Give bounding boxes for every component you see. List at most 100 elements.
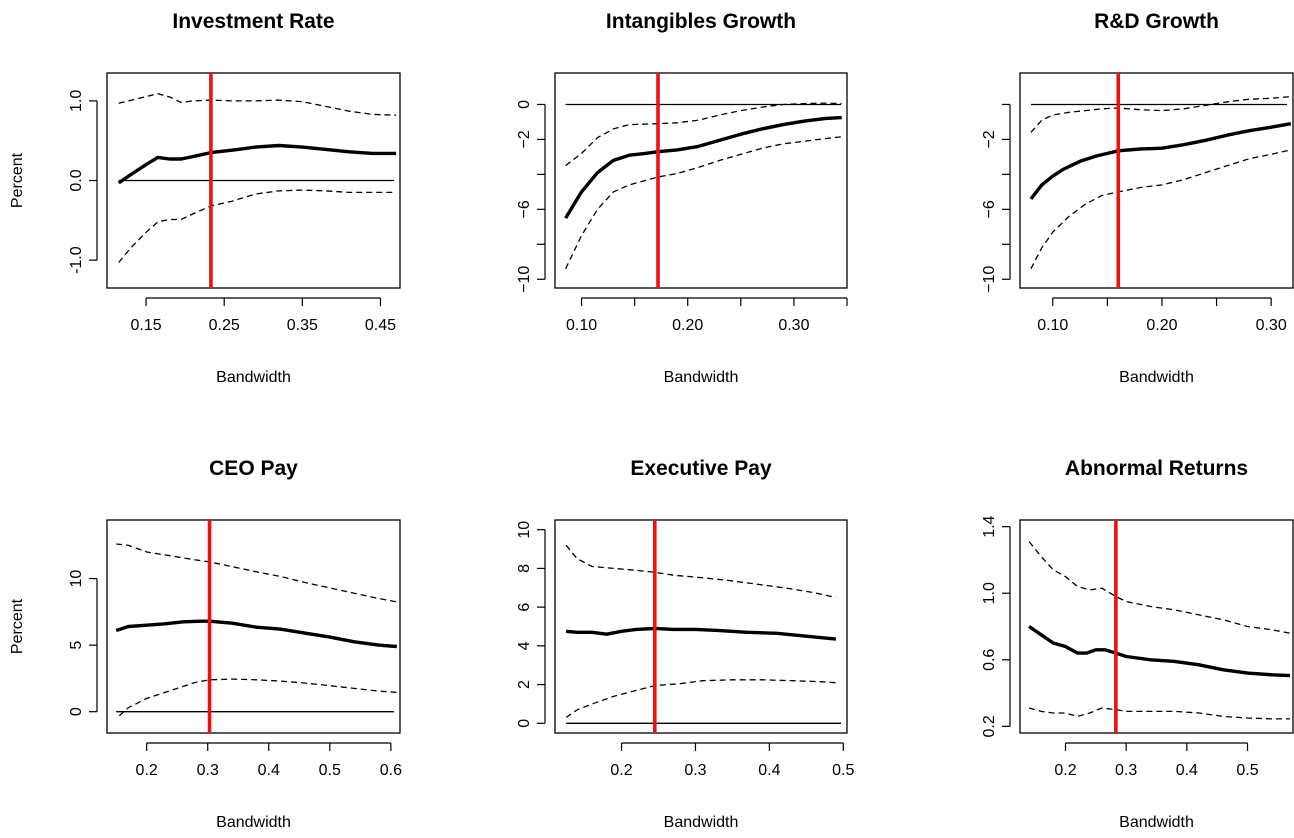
- x-tick-label: 0.5: [832, 762, 854, 779]
- x-tick-label: 0.2: [1054, 762, 1076, 779]
- y-tick-label: -1.0: [68, 246, 85, 274]
- panel-3: R&D Growth 0.10 0.20 0.30 Bandwidth −10 −6 −2: [981, 10, 1294, 386]
- y-tick-label: 1.4: [981, 515, 998, 537]
- upper-ci-line: [565, 544, 837, 599]
- x-tick-label: 0.5: [319, 762, 341, 779]
- plot-frame: [554, 72, 848, 289]
- upper-ci-line: [116, 543, 398, 603]
- x-tick-label: 0.3: [1115, 762, 1137, 779]
- estimate-line: [564, 115, 842, 219]
- panel-title: CEO Pay: [209, 457, 298, 480]
- x-tick-label: 0.15: [130, 317, 161, 334]
- estimate-line: [565, 626, 837, 641]
- x-tick-label: 0.45: [365, 317, 396, 334]
- y-tick-label: 5: [68, 641, 85, 650]
- y-tick-label: −2: [516, 130, 533, 148]
- y-tick-label: −6: [981, 200, 998, 218]
- upper-ci-line: [118, 93, 397, 116]
- x-tick-label: 0.35: [287, 317, 318, 334]
- x-tick-label: 0.4: [758, 762, 780, 779]
- x-tick-label: 0.10: [566, 317, 597, 334]
- y-tick-label: −10: [516, 266, 533, 293]
- y-axis: 0 5 10: [68, 570, 98, 716]
- plot-frame: [1019, 519, 1294, 734]
- x-tick-label: 0.25: [209, 317, 240, 334]
- y-axis: 0 2 4 6 8 10: [516, 521, 546, 728]
- y-axis: −10 −6 −2: [981, 103, 1011, 293]
- x-axis: 0.10 0.20 0.30: [566, 297, 848, 334]
- y-axis-label: Percent: [9, 598, 26, 654]
- panel-title: Intangibles Growth: [606, 10, 796, 33]
- x-tick-label: 0.4: [258, 762, 280, 779]
- x-axis: 0.10 0.20 0.30: [1037, 297, 1287, 334]
- x-tick-label: 0.5: [1236, 762, 1258, 779]
- estimate-line: [115, 619, 398, 649]
- y-tick-label: 4: [516, 641, 533, 650]
- y-tick-label: 0: [516, 719, 533, 728]
- estimate-line: [1029, 122, 1292, 200]
- y-tick-label: −6: [516, 200, 533, 218]
- x-tick-label: 0.30: [778, 317, 809, 334]
- plot-frame: [554, 519, 848, 734]
- lower-ci-line: [118, 189, 397, 263]
- x-axis: 0.2 0.3 0.4 0.5: [1054, 742, 1259, 779]
- x-axis: 0.2 0.3 0.4 0.5: [610, 742, 855, 779]
- lower-ci-line: [1030, 149, 1291, 270]
- x-tick-label: 0.2: [136, 762, 158, 779]
- plot-frame: [106, 519, 401, 734]
- x-axis-label: Bandwidth: [216, 369, 291, 386]
- y-tick-label: −2: [981, 130, 998, 148]
- panel-title: R&D Growth: [1094, 10, 1219, 33]
- y-tick-label: 0: [68, 707, 85, 716]
- y-tick-label: 0.0: [68, 169, 85, 191]
- estimate-line: [117, 143, 397, 185]
- y-axis: −10 −6 −2 0: [516, 100, 546, 293]
- estimate-line: [1028, 625, 1291, 678]
- x-tick-label: 0.30: [1256, 317, 1287, 334]
- panel-6: Abnormal Returns 0.2 0.3 0.4 0.5 Bandwidth 0.2…: [981, 457, 1294, 831]
- x-axis: 0.2 0.3 0.4 0.5 0.6: [136, 742, 402, 779]
- y-tick-label: 10: [68, 570, 85, 588]
- y-axis-label: Percent: [9, 152, 26, 208]
- y-tick-label: 10: [516, 521, 533, 539]
- y-axis: 0.2 0.6 1.0 1.4: [981, 515, 1011, 737]
- x-axis-label: Bandwidth: [664, 369, 739, 386]
- upper-ci-line: [565, 102, 842, 167]
- x-tick-label: 0.6: [380, 762, 402, 779]
- x-axis-label: Bandwidth: [1119, 814, 1194, 831]
- x-axis-label: Bandwidth: [216, 814, 291, 831]
- x-axis: 0.15 0.25 0.35 0.45: [130, 297, 396, 334]
- x-axis-label: Bandwidth: [1119, 369, 1194, 386]
- plot-frame: [1019, 72, 1294, 289]
- panel-title: Investment Rate: [172, 10, 334, 33]
- y-tick-label: 0.2: [981, 715, 998, 737]
- lower-ci-line: [1028, 707, 1290, 720]
- panel-title: Executive Pay: [630, 457, 772, 480]
- upper-ci-line: [1028, 541, 1291, 634]
- y-tick-label: 1.0: [68, 90, 85, 112]
- lower-ci-line: [565, 136, 842, 270]
- x-tick-label: 0.20: [672, 317, 703, 334]
- y-tick-label: 0: [516, 100, 533, 109]
- x-axis-label: Bandwidth: [664, 814, 739, 831]
- panel-5: Executive Pay 0.2 0.3 0.4 0.5 Bandwidth 0 2 4 6 8 1…: [516, 457, 855, 831]
- lower-ci-line: [118, 678, 397, 717]
- x-tick-label: 0.4: [1176, 762, 1198, 779]
- panel-title: Abnormal Returns: [1065, 457, 1248, 480]
- lower-ci-line: [565, 679, 836, 719]
- x-tick-label: 0.3: [197, 762, 219, 779]
- y-axis: -1.0 0.0 1.0: [68, 90, 98, 274]
- y-tick-label: 2: [516, 680, 533, 689]
- x-tick-label: 0.3: [684, 762, 706, 779]
- panel-1: Investment Rate 0.15 0.25 0.35 0.45 Bandwidth…: [9, 10, 401, 386]
- panel-2: Intangibles Growth 0.10 0.20 0.30 Bandwidth −…: [516, 10, 848, 386]
- y-tick-label: 0.6: [981, 649, 998, 671]
- y-tick-label: −10: [981, 266, 998, 293]
- x-tick-label: 0.10: [1037, 317, 1068, 334]
- plot-frame: [106, 72, 401, 289]
- panel-4: CEO Pay 0.2 0.3 0.4 0.5 0.6 Bandwidth 0 5 10 Perce…: [9, 457, 402, 831]
- x-tick-label: 0.20: [1146, 317, 1177, 334]
- y-tick-label: 6: [516, 603, 533, 612]
- x-tick-label: 0.2: [610, 762, 632, 779]
